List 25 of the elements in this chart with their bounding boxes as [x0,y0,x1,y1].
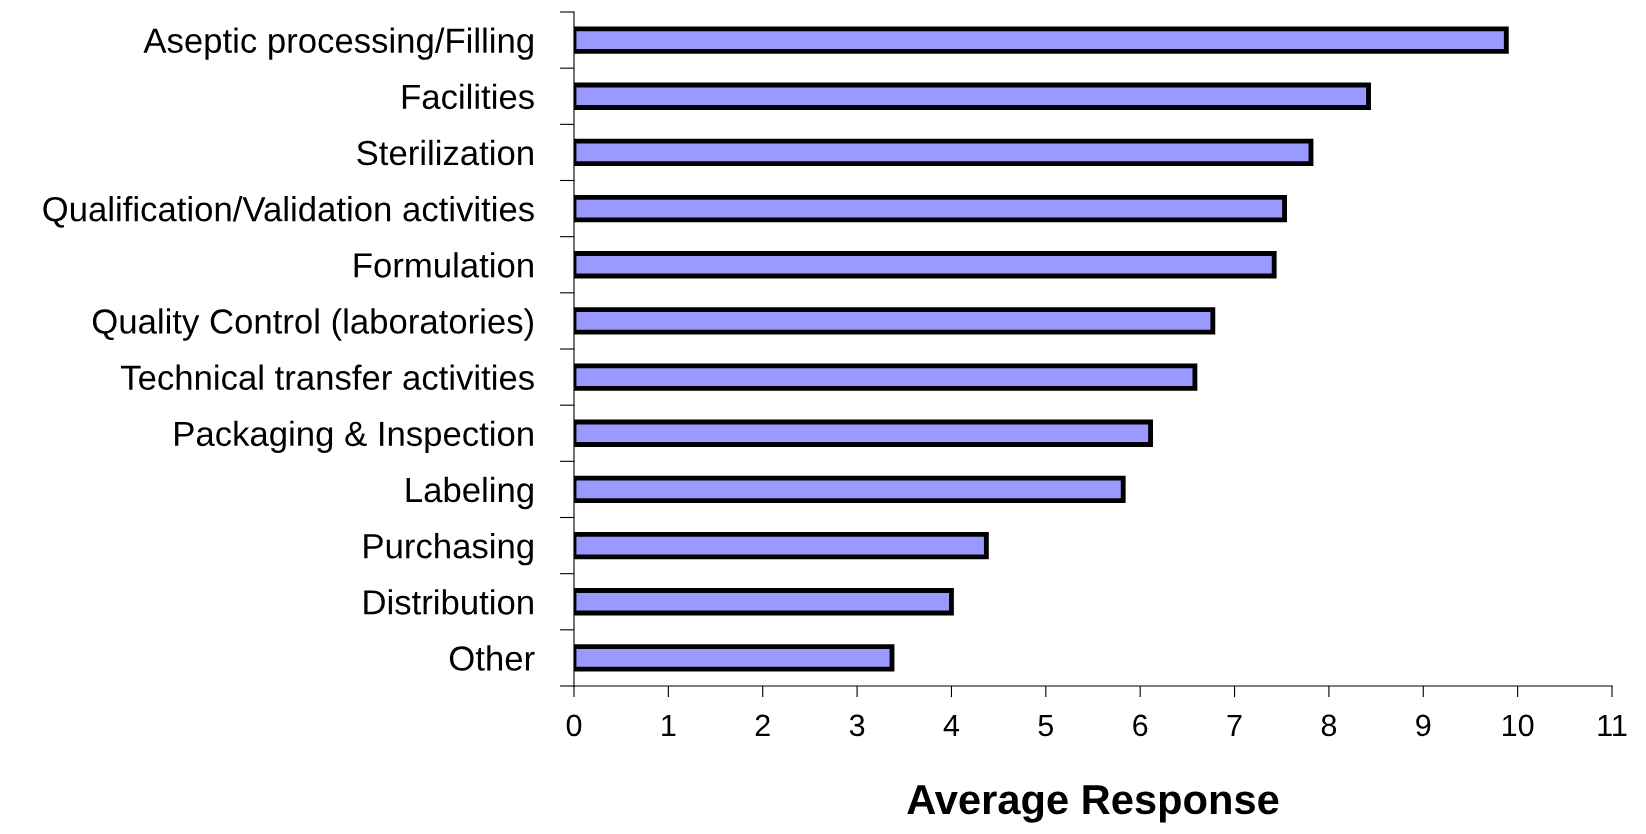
y-tick-label: Labeling [406,476,533,510]
x-axis-title: Average Response [907,785,1279,823]
x-tick-label: 10 [1502,714,1534,737]
x-tick-label: 4 [943,714,960,736]
x-tick-label: 8 [1321,714,1337,737]
y-tick-label: Other [449,645,535,671]
x-tick-label: 5 [1038,714,1054,737]
y-tick-label: Formulation [354,252,533,278]
x-tick-label: 9 [1416,714,1431,737]
y-tick-label: Distribution [364,589,533,615]
y-tick-label: Qualification/Validation activities [43,196,534,228]
y-tick-label: Technical transfer activities [121,364,534,391]
x-tick-label: 2 [755,714,770,736]
y-tick-label: Sterilization [357,139,533,166]
x-tick-label: 1 [662,714,676,736]
y-tick-label: Quality Control (laboratories) [92,308,533,341]
x-tick-label: 11 [1598,714,1627,736]
y-tick-label: Facilities [402,83,534,110]
x-tick-label: 3 [849,714,865,737]
y-tick-label: Purchasing [364,533,533,566]
y-tick-label: Packaging & Inspection [175,420,533,454]
x-tick-label: 7 [1227,714,1242,736]
x-tick-label: 0 [566,714,582,737]
y-tick-label: Aseptic processing/Filling [143,27,533,60]
x-tick-label: 6 [1133,714,1148,737]
